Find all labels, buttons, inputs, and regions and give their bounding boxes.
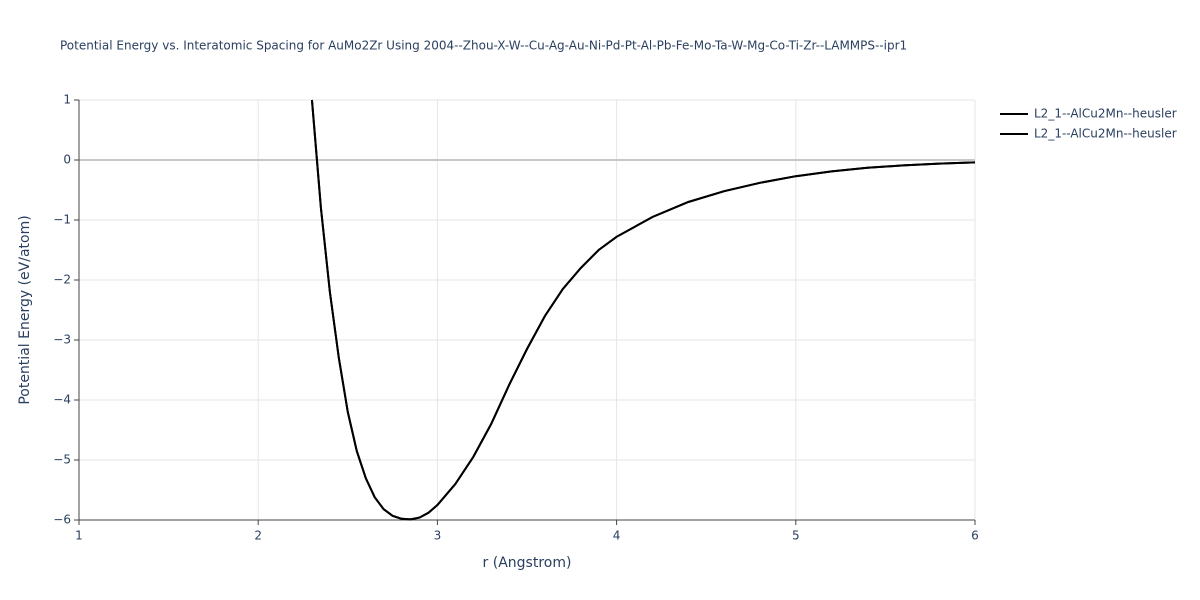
- legend-label: L2_1--AlCu2Mn--heusler: [1034, 107, 1177, 121]
- y-axis-title: Potential Energy (eV/atom): [17, 215, 33, 404]
- legend-label: L2_1--AlCu2Mn--heusler: [1034, 127, 1177, 141]
- x-tick-label: 5: [792, 529, 800, 543]
- chart-title: Potential Energy vs. Interatomic Spacing…: [60, 39, 907, 53]
- y-tick-label: −6: [53, 513, 71, 527]
- y-tick-label: −4: [53, 393, 71, 407]
- y-tick-label: 1: [63, 93, 71, 107]
- y-tick-label: −3: [53, 333, 71, 347]
- x-axis-title: r (Angstrom): [483, 555, 572, 571]
- x-tick-label: 4: [613, 529, 621, 543]
- x-tick-label: 3: [434, 529, 442, 543]
- x-tick-label: 2: [254, 529, 262, 543]
- y-tick-label: −2: [53, 273, 71, 287]
- data-line: [310, 99, 976, 521]
- y-tick-label: −5: [53, 453, 71, 467]
- x-tick-label: 6: [971, 529, 979, 543]
- y-tick-label: 0: [63, 153, 71, 167]
- y-tick-label: −1: [53, 213, 71, 227]
- x-tick-label: 1: [75, 529, 83, 543]
